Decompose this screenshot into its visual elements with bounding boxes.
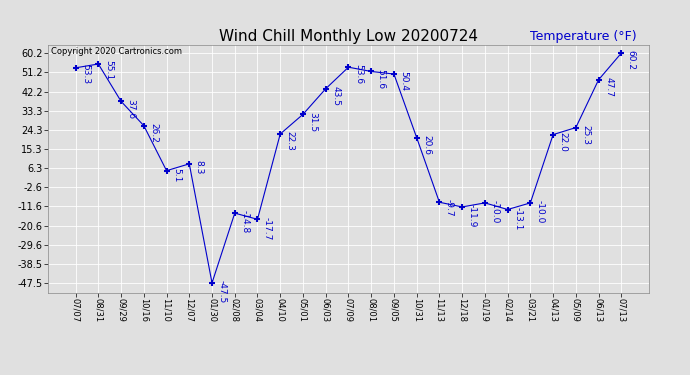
Text: 53.3: 53.3 — [81, 64, 90, 84]
Title: Wind Chill Monthly Low 20200724: Wind Chill Monthly Low 20200724 — [219, 29, 478, 44]
Text: 60.2: 60.2 — [627, 50, 636, 70]
Text: Copyright 2020 Cartronics.com: Copyright 2020 Cartronics.com — [51, 48, 182, 57]
Text: 22.3: 22.3 — [286, 131, 295, 151]
Text: -9.7: -9.7 — [445, 200, 454, 217]
Text: 47.7: 47.7 — [604, 77, 613, 97]
Text: 25.3: 25.3 — [582, 125, 591, 145]
Text: 8.3: 8.3 — [195, 160, 204, 174]
Text: 43.5: 43.5 — [331, 86, 340, 106]
Text: -17.7: -17.7 — [263, 216, 272, 240]
Text: -10.0: -10.0 — [491, 200, 500, 223]
Text: 31.5: 31.5 — [308, 112, 317, 132]
Text: 37.6: 37.6 — [127, 99, 136, 118]
Text: 53.6: 53.6 — [354, 64, 363, 84]
Text: Temperature (°F): Temperature (°F) — [530, 30, 637, 42]
Text: -47.5: -47.5 — [217, 280, 226, 303]
Text: 5.1: 5.1 — [172, 168, 181, 182]
Text: 55.1: 55.1 — [104, 60, 113, 80]
Text: 20.6: 20.6 — [422, 135, 431, 155]
Text: -13.1: -13.1 — [513, 207, 522, 230]
Text: -14.8: -14.8 — [240, 210, 249, 234]
Text: 22.0: 22.0 — [559, 132, 568, 152]
Text: -10.0: -10.0 — [536, 200, 545, 223]
Text: -11.9: -11.9 — [468, 204, 477, 228]
Text: 51.6: 51.6 — [377, 69, 386, 89]
Text: 26.2: 26.2 — [149, 123, 159, 143]
Text: 50.4: 50.4 — [400, 71, 408, 91]
